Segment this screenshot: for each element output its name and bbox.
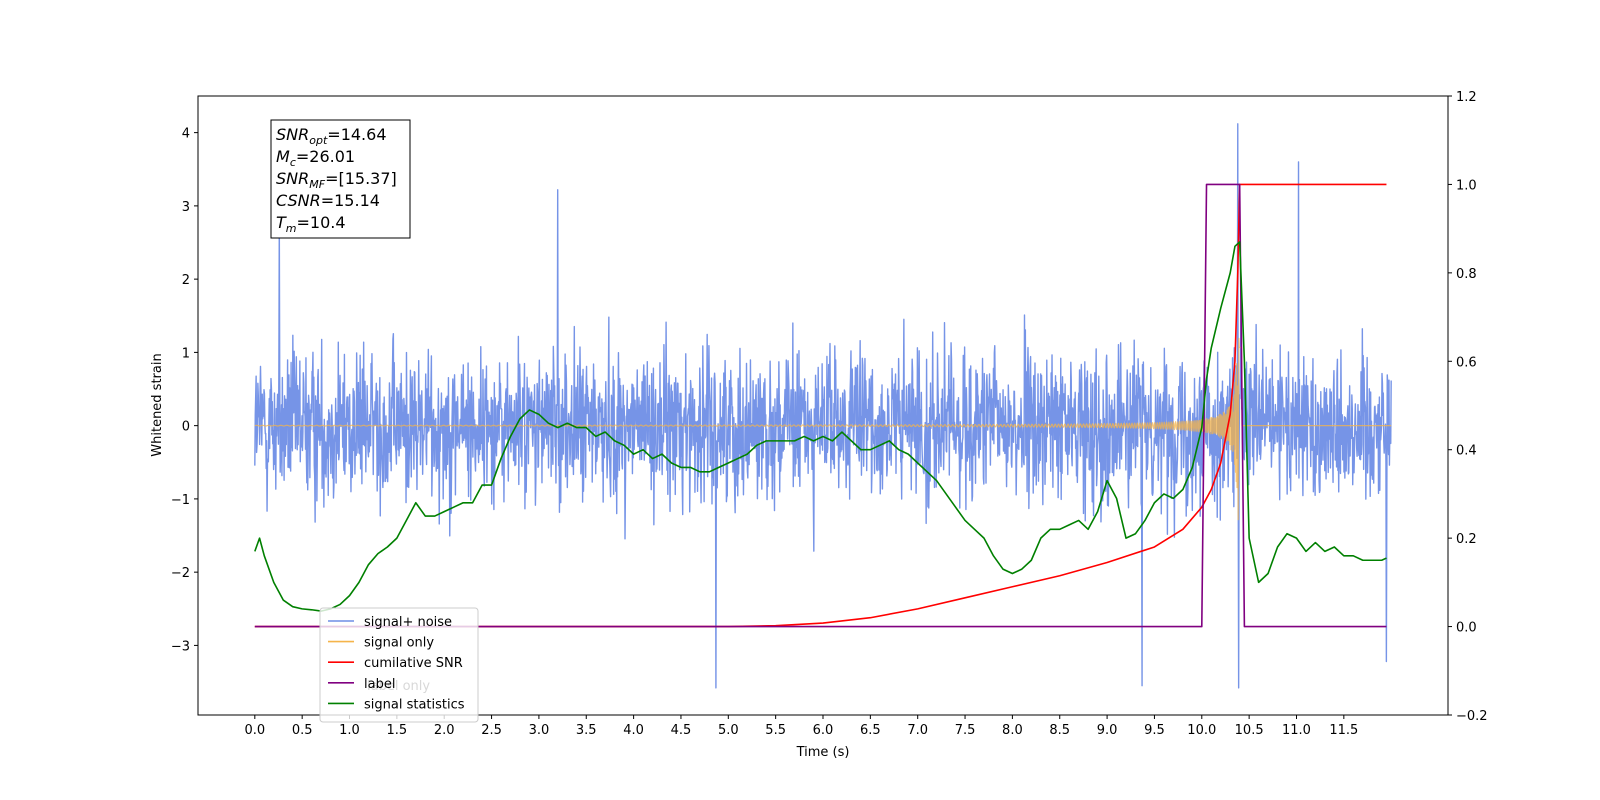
x-tick-label: 10.5 [1235,723,1264,738]
x-tick-label: 5.5 [765,723,786,738]
y-right-tick-label: 1.0 [1456,178,1477,193]
series-line-signal-noise [254,123,1392,689]
stats-box-frame [270,119,411,239]
y-left-tick-label: −3 [171,639,190,654]
x-tick-label: 2.5 [481,723,502,738]
x-tick-label: 4.5 [671,723,692,738]
stats-value: =[15.37] [325,169,397,188]
y-right-tick-label: 0.8 [1456,267,1477,282]
y-left-tick-label: 3 [182,200,190,215]
stats-subscript: c [290,156,296,169]
stats-line: SNRopt=14.64 [276,125,387,147]
x-tick-label: 3.0 [529,723,550,738]
x-tick-label: 7.0 [907,723,928,738]
x-tick-label: 3.5 [576,723,597,738]
x-tick-label: 8.0 [1002,723,1023,738]
legend-label: cumilative SNR [364,656,463,671]
stats-value: =15.14 [321,191,380,210]
x-axis-title: Time (s) [796,745,850,760]
y-right-tick-label: 0.2 [1456,532,1477,547]
series-line-label [254,183,1387,628]
stats-symbol: SNR [276,125,309,144]
stats-subscript: opt [309,134,328,147]
y-left-tick-label: −2 [171,566,190,581]
y-left-tick-label: 4 [182,127,190,142]
y-right-tick-label: 0.6 [1456,355,1477,370]
legend: label only signal+ noise signal only cumila… [319,607,479,723]
x-tick-label: 0.5 [292,723,313,738]
y-axis-title: Whitened strain [150,353,165,456]
y-left-tick-label: −1 [171,493,190,508]
x-tick-label: 11.0 [1282,723,1311,738]
y-right-tick-label: 1.2 [1456,90,1477,105]
stats-value: =10.4 [297,213,346,232]
legend-label: signal statistics [364,697,465,712]
x-tick-label: 7.5 [955,723,976,738]
stats-line: Mc=26.01 [276,147,355,169]
stats-subscript: m [286,222,297,235]
stats-annotation-box: SNRopt=14.64Mc=26.01SNRMF=[15.37]CSNR=15… [270,119,411,239]
stats-symbol: SNR [276,169,309,188]
y-left-tick-label: 0 [182,420,190,435]
y-left-tick-label: 1 [182,346,190,361]
x-axis: 0.0 0.5 1.0 1.5 2.0 2.5 3.0 3.5 4.0 4.5 5.0 5.5 6.0 6… [244,715,1358,738]
stats-value: =26.01 [296,147,355,166]
x-tick-label: 2.0 [434,723,455,738]
x-tick-label: 8.5 [1049,723,1070,738]
x-tick-label: 5.0 [718,723,739,738]
x-tick-label: 6.0 [813,723,834,738]
stats-symbol: M [276,147,290,166]
x-tick-label: 9.5 [1144,723,1165,738]
y-right-tick-label: 0.0 [1456,621,1477,636]
series-line-cumilative-snr [254,183,1387,628]
y-right-tick-label: −0.2 [1456,709,1488,724]
x-tick-label: 10.0 [1187,723,1216,738]
x-tick-label: 4.0 [623,723,644,738]
series-layer [254,123,1392,689]
y-right-axis: −0.2 0.0 0.2 0.4 0.6 0.8 1.0 1.2 [1448,90,1488,724]
y-right-tick-label: 0.4 [1456,444,1477,459]
stats-line: Tm=10.4 [276,213,346,235]
stats-line: CSNR=15.14 [276,191,380,210]
x-tick-label: 11.5 [1329,723,1358,738]
legend-label: label [364,677,395,692]
stats-symbol: T [276,213,287,232]
x-tick-label: 0.0 [244,723,265,738]
stats-symbol: CSNR [276,191,321,210]
legend-box [319,607,479,723]
x-tick-label: 1.0 [339,723,360,738]
x-tick-label: 9.0 [1097,723,1118,738]
stats-subscript: MF [309,178,325,191]
x-tick-label: 1.5 [387,723,408,738]
legend-label: signal only [364,636,434,651]
y-left-tick-label: 2 [182,273,190,288]
stats-value: =14.64 [327,125,386,144]
y-left-axis: −3 −2 −1 0 1 2 3 4 [171,127,198,654]
x-tick-label: 6.5 [860,723,881,738]
stats-line: SNRMF=[15.37] [276,169,397,191]
legend-occluded-text: label only [367,679,430,694]
series-line-signal-statistics [254,241,1387,612]
legend-label: signal+ noise [364,615,452,630]
